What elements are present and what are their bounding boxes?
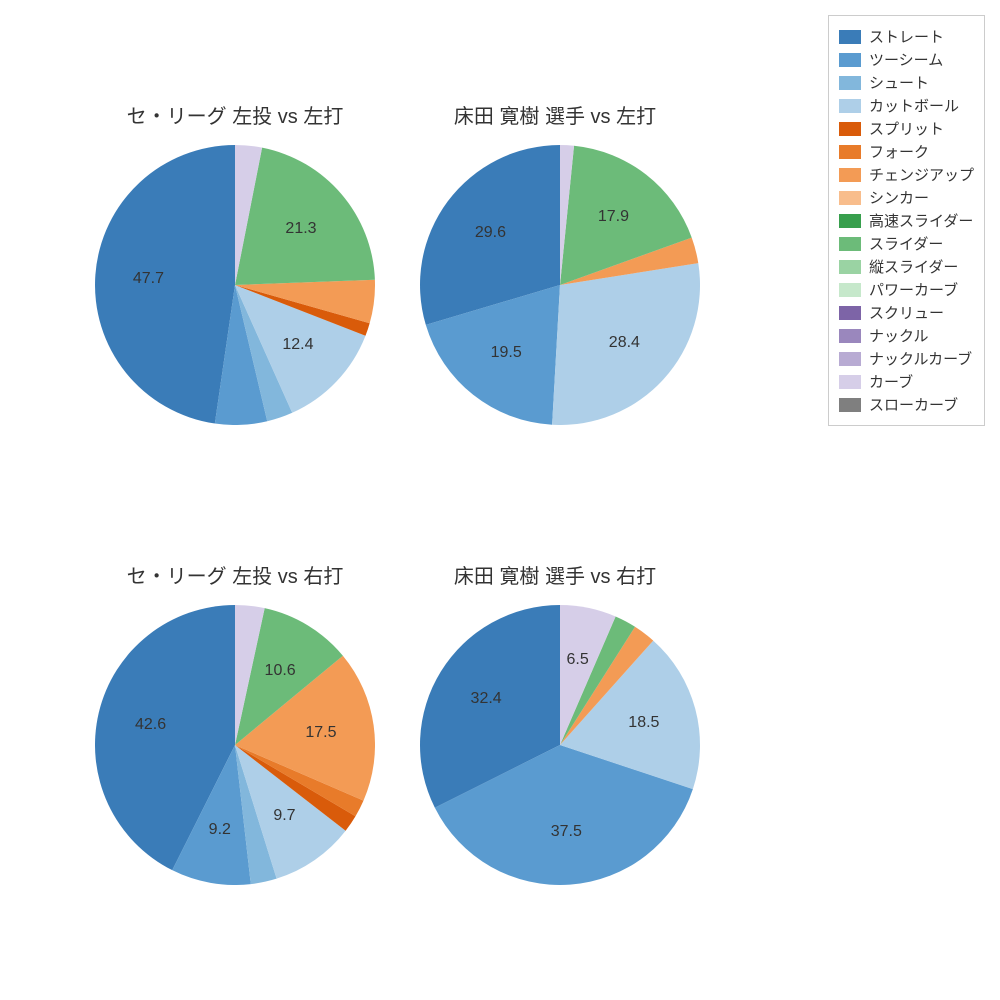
legend-item: 縦スライダー xyxy=(839,256,974,277)
slice-label: 47.7 xyxy=(133,270,164,288)
legend-item: フォーク xyxy=(839,141,974,162)
legend-item: 高速スライダー xyxy=(839,210,974,231)
legend-label: スクリュー xyxy=(869,302,944,323)
slice-label: 9.7 xyxy=(273,807,295,825)
legend-swatch xyxy=(839,168,861,182)
legend-swatch xyxy=(839,99,861,113)
pie-chart-cl_lr: 42.6 9.2 9.7 17.5 10.6 xyxy=(95,605,375,885)
legend-swatch xyxy=(839,191,861,205)
slice-label: 18.5 xyxy=(628,714,659,732)
slice-label: 12.4 xyxy=(282,336,313,354)
chart-title: セ・リーグ 左投 vs 左打 xyxy=(85,100,385,129)
legend-swatch xyxy=(839,329,861,343)
legend-swatch xyxy=(839,214,861,228)
legend-item: カットボール xyxy=(839,95,974,116)
legend-label: カーブ xyxy=(869,371,913,392)
slice-label: 29.6 xyxy=(475,224,506,242)
slice-label: 10.6 xyxy=(265,662,296,680)
legend-label: スローカーブ xyxy=(869,394,958,415)
legend-item: スライダー xyxy=(839,233,974,254)
slice-label: 17.9 xyxy=(598,208,629,226)
legend-swatch xyxy=(839,283,861,297)
legend-swatch xyxy=(839,375,861,389)
chart-title: セ・リーグ 左投 vs 右打 xyxy=(85,560,385,589)
legend-item: シンカー xyxy=(839,187,974,208)
legend-item: ストレート xyxy=(839,26,974,47)
legend-item: シュート xyxy=(839,72,974,93)
pie-chart-cl_ll: 47.7 12.4 21.3 xyxy=(95,145,375,425)
legend-swatch xyxy=(839,145,861,159)
legend-swatch xyxy=(839,306,861,320)
legend-item: スローカーブ xyxy=(839,394,974,415)
legend-swatch xyxy=(839,30,861,44)
legend-swatch xyxy=(839,76,861,90)
slice-label: 21.3 xyxy=(285,220,316,238)
legend-label: ストレート xyxy=(869,26,944,47)
slice-label: 19.5 xyxy=(491,344,522,362)
legend-label: パワーカーブ xyxy=(869,279,958,300)
legend-label: チェンジアップ xyxy=(869,164,974,185)
legend-swatch xyxy=(839,398,861,412)
slice-label: 6.5 xyxy=(566,651,588,669)
legend-label: スライダー xyxy=(869,233,943,254)
pie-slice-straight xyxy=(95,145,235,424)
legend-item: パワーカーブ xyxy=(839,279,974,300)
legend-swatch xyxy=(839,53,861,67)
pie-chart-player_lr: 32.4 37.5 18.5 6.5 xyxy=(420,605,700,885)
legend-label: 高速スライダー xyxy=(869,210,973,231)
legend-label: シュート xyxy=(869,72,929,93)
slice-label: 9.2 xyxy=(209,821,231,839)
legend-item: チェンジアップ xyxy=(839,164,974,185)
legend: ストレートツーシームシュートカットボールスプリットフォークチェンジアップシンカー… xyxy=(828,15,985,426)
legend-label: ナックル xyxy=(869,325,929,346)
legend-label: ナックルカーブ xyxy=(869,348,972,369)
legend-item: スプリット xyxy=(839,118,974,139)
slice-label: 32.4 xyxy=(471,690,502,708)
legend-swatch xyxy=(839,237,861,251)
legend-item: スクリュー xyxy=(839,302,974,323)
legend-item: カーブ xyxy=(839,371,974,392)
chart-title: 床田 寛樹 選手 vs 左打 xyxy=(405,100,705,129)
legend-label: 縦スライダー xyxy=(869,256,958,277)
slice-label: 17.5 xyxy=(305,724,336,742)
legend-label: シンカー xyxy=(869,187,929,208)
legend-label: スプリット xyxy=(869,118,944,139)
legend-item: ナックルカーブ xyxy=(839,348,974,369)
slice-label: 28.4 xyxy=(609,334,640,352)
legend-item: ナックル xyxy=(839,325,974,346)
legend-swatch xyxy=(839,122,861,136)
legend-item: ツーシーム xyxy=(839,49,974,70)
legend-label: カットボール xyxy=(869,95,959,116)
chart-title: 床田 寛樹 選手 vs 右打 xyxy=(405,560,705,589)
legend-swatch xyxy=(839,352,861,366)
slice-label: 42.6 xyxy=(135,716,166,734)
pie-chart-player_ll: 29.6 19.5 28.4 17.9 xyxy=(420,145,700,425)
slice-label: 37.5 xyxy=(551,823,582,841)
legend-label: ツーシーム xyxy=(869,49,943,70)
legend-swatch xyxy=(839,260,861,274)
legend-label: フォーク xyxy=(869,141,929,162)
